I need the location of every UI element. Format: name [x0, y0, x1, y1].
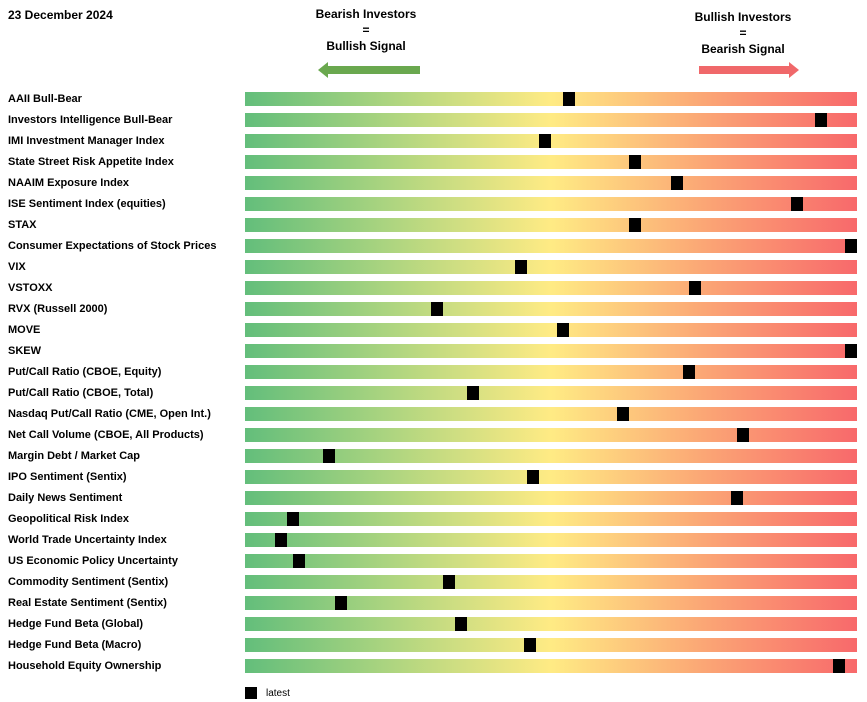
indicator-gradient-bar [245, 113, 857, 127]
latest-marker [524, 638, 536, 652]
latest-marker [563, 92, 575, 106]
latest-marker [323, 449, 335, 463]
indicator-gradient-bar [245, 470, 857, 484]
bearish-signal-caption: Bullish Investors = Bearish Signal [683, 9, 803, 57]
indicator-gradient-bar [245, 638, 857, 652]
indicator-label: Real Estate Sentiment (Sentix) [8, 597, 167, 609]
indicator-label: Household Equity Ownership [8, 660, 162, 672]
indicator-label: World Trade Uncertainty Index [8, 534, 167, 546]
indicator-label: Investors Intelligence Bull-Bear [8, 114, 173, 126]
right-arrow-icon [699, 62, 799, 78]
latest-marker [689, 281, 701, 295]
latest-marker [683, 365, 695, 379]
indicator-gradient-bar [245, 323, 857, 337]
latest-marker [335, 596, 347, 610]
indicator-label: IPO Sentiment (Sentix) [8, 471, 127, 483]
latest-marker [617, 407, 629, 421]
indicator-label: Commodity Sentiment (Sentix) [8, 576, 169, 588]
report-date: 23 December 2024 [8, 8, 113, 22]
indicator-label: Net Call Volume (CBOE, All Products) [8, 429, 204, 441]
indicator-label: Geopolitical Risk Index [8, 513, 130, 525]
latest-marker [845, 344, 857, 358]
indicator-label: NAAIM Exposure Index [8, 177, 130, 189]
bullish-signal-caption: Bearish Investors = Bullish Signal [306, 6, 426, 54]
indicator-gradient-bar [245, 344, 857, 358]
indicator-gradient-bar [245, 92, 857, 106]
latest-marker [557, 323, 569, 337]
indicator-gradient-bar [245, 407, 857, 421]
latest-marker [287, 512, 299, 526]
indicator-label: SKEW [8, 345, 41, 357]
equals-text: = [362, 23, 370, 37]
latest-marker [731, 491, 743, 505]
bearish-investors-text: Bearish Investors [315, 7, 417, 21]
indicator-label: MOVE [8, 324, 41, 336]
equals-text: = [739, 26, 747, 40]
indicator-gradient-bar [245, 554, 857, 568]
indicator-label: VSTOXX [8, 282, 53, 294]
latest-marker [671, 176, 683, 190]
indicator-gradient-bar [245, 281, 857, 295]
right-arrow-shape [699, 62, 799, 78]
indicator-label: Margin Debt / Market Cap [8, 450, 141, 462]
latest-marker [539, 134, 551, 148]
latest-marker [791, 197, 803, 211]
indicator-gradient-bar [245, 197, 857, 211]
indicator-gradient-bar [245, 533, 857, 547]
indicator-gradient-bar [245, 659, 857, 673]
indicator-label: Hedge Fund Beta (Macro) [8, 639, 142, 651]
latest-marker [833, 659, 845, 673]
legend-marker [245, 687, 257, 699]
indicator-gradient-bar [245, 449, 857, 463]
indicator-gradient-bar [245, 218, 857, 232]
indicator-gradient-bar [245, 134, 857, 148]
latest-marker [467, 386, 479, 400]
indicator-gradient-bar [245, 155, 857, 169]
indicator-gradient-bar [245, 239, 857, 253]
indicator-label: VIX [8, 261, 26, 273]
indicator-gradient-bar [245, 617, 857, 631]
indicator-gradient-bar [245, 512, 857, 526]
indicator-label: Hedge Fund Beta (Global) [8, 618, 144, 630]
latest-marker [293, 554, 305, 568]
indicator-gradient-bar [245, 386, 857, 400]
indicator-gradient-bar [245, 575, 857, 589]
latest-marker [515, 260, 527, 274]
latest-marker [629, 218, 641, 232]
indicator-gradient-bar [245, 302, 857, 316]
indicator-label: Nasdaq Put/Call Ratio (CME, Open Int.) [8, 408, 211, 420]
indicator-label: Put/Call Ratio (CBOE, Total) [8, 387, 154, 399]
bullish-signal-text: Bullish Signal [326, 39, 406, 53]
indicator-label: RVX (Russell 2000) [8, 303, 108, 315]
indicator-label: ISE Sentiment Index (equities) [8, 198, 166, 210]
indicator-gradient-bar [245, 491, 857, 505]
latest-marker [845, 239, 857, 253]
left-arrow-shape [318, 62, 420, 78]
indicator-label: State Street Risk Appetite Index [8, 156, 174, 168]
indicator-label: STAX [8, 219, 37, 231]
bullish-investors-text: Bullish Investors [694, 10, 792, 24]
indicator-label: Consumer Expectations of Stock Prices [8, 240, 217, 252]
latest-marker [815, 113, 827, 127]
indicator-gradient-bar [245, 260, 857, 274]
latest-marker [455, 617, 467, 631]
latest-marker [275, 533, 287, 547]
indicator-gradient-bar [245, 428, 857, 442]
indicator-label: US Economic Policy Uncertainty [8, 555, 178, 567]
indicator-label: Daily News Sentiment [8, 492, 123, 504]
indicator-label: Put/Call Ratio (CBOE, Equity) [8, 366, 162, 378]
latest-marker [737, 428, 749, 442]
indicator-gradient-bar [245, 176, 857, 190]
indicator-label: AAII Bull-Bear [8, 93, 82, 105]
indicator-gradient-bar [245, 365, 857, 379]
bearish-signal-text: Bearish Signal [701, 42, 785, 56]
left-arrow-icon [318, 62, 420, 78]
latest-marker [443, 575, 455, 589]
latest-marker [527, 470, 539, 484]
latest-marker [431, 302, 443, 316]
indicator-gradient-bar [245, 596, 857, 610]
legend-label: latest [266, 688, 290, 699]
latest-marker [629, 155, 641, 169]
indicator-label: IMI Investment Manager Index [8, 135, 165, 147]
